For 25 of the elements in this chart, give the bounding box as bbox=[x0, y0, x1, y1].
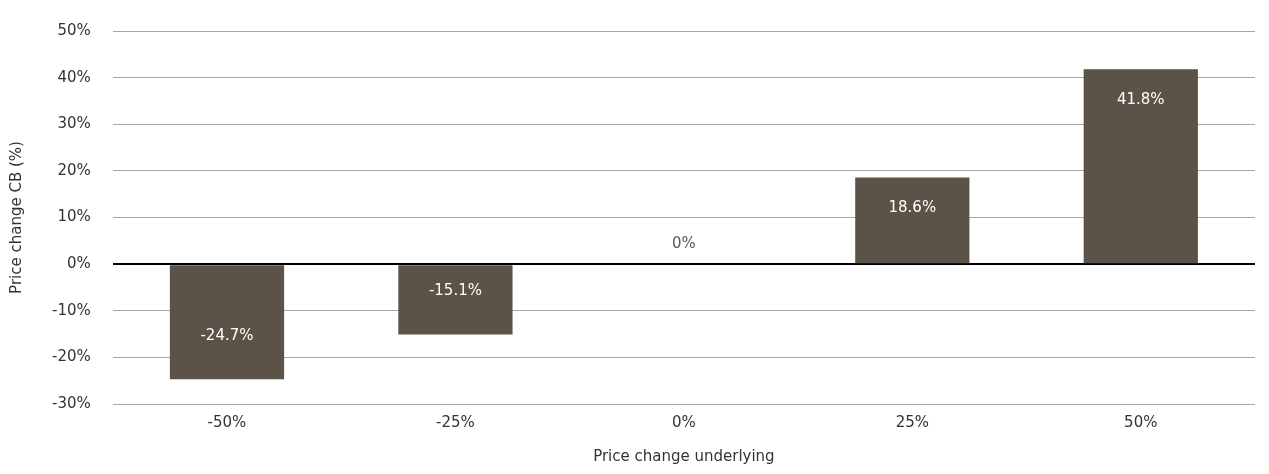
x-tick-label: 50% bbox=[1124, 412, 1158, 431]
x-tick-label: -25% bbox=[436, 412, 475, 431]
y-tick-label: -30% bbox=[51, 393, 91, 412]
bar bbox=[1083, 69, 1198, 264]
data-label: 18.6% bbox=[888, 198, 937, 217]
data-label: -15.1% bbox=[428, 281, 482, 300]
bar bbox=[855, 177, 970, 264]
x-tick-label: 25% bbox=[895, 412, 929, 431]
bar bbox=[398, 265, 513, 335]
y-tick-label: 20% bbox=[57, 160, 91, 179]
x-tick-label: 0% bbox=[671, 412, 696, 431]
y-axis-title: Price change CB (%) bbox=[6, 141, 25, 294]
y-tick-label: 30% bbox=[57, 114, 91, 133]
data-label: -24.7% bbox=[200, 326, 254, 345]
x-tick-label: -50% bbox=[207, 412, 247, 431]
data-label: 0% bbox=[671, 234, 696, 253]
y-tick-label: 10% bbox=[57, 207, 91, 226]
y-tick-label: -10% bbox=[51, 300, 91, 319]
bar bbox=[169, 265, 285, 380]
x-axis-title: Price change underlying bbox=[593, 446, 775, 465]
y-tick-label: -20% bbox=[51, 347, 91, 366]
y-tick-label: 40% bbox=[57, 67, 91, 86]
data-label: 41.8% bbox=[1116, 90, 1165, 109]
y-tick-label: 50% bbox=[57, 20, 91, 39]
y-tick-label: 0% bbox=[66, 254, 91, 273]
